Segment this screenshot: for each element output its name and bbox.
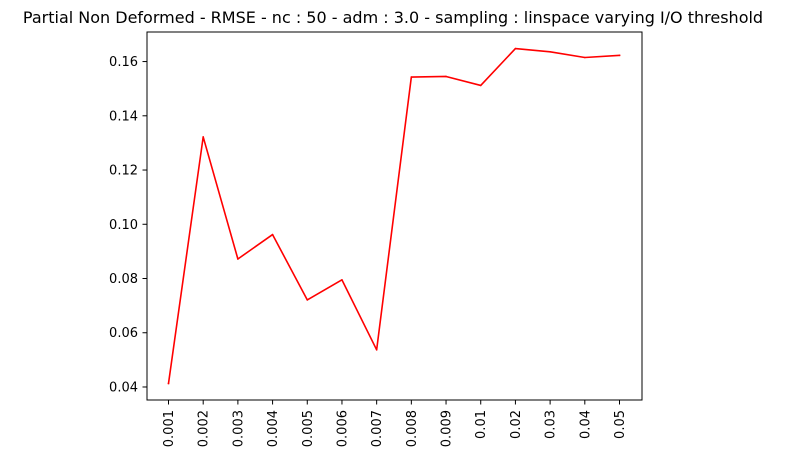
data-point [618, 54, 621, 57]
x-tick-label: 0.002 [197, 410, 212, 447]
x-tick-label: 0.005 [301, 410, 316, 447]
y-tick-label: 0.08 [109, 272, 138, 287]
x-tick-label: 0.001 [162, 410, 177, 447]
x-tick-label: 0.007 [370, 410, 385, 447]
y-tick-label: 0.12 [109, 164, 138, 179]
x-tick-label: 0.004 [266, 410, 281, 447]
x-tick-label: 0.003 [231, 410, 246, 447]
data-point [410, 76, 413, 78]
chart-title: Partial Non Deformed - RMSE - nc : 50 - … [23, 8, 763, 27]
data-point [271, 233, 274, 236]
data-point [514, 47, 517, 50]
data-point [445, 75, 447, 78]
y-tick-label: 0.06 [109, 326, 138, 341]
data-point [549, 50, 551, 53]
x-tick-label: 0.009 [440, 410, 455, 447]
y-tick-label: 0.10 [109, 218, 138, 233]
x-tick-label: 0.04 [578, 410, 593, 439]
series-line [167, 47, 621, 385]
x-axis: 0.001 0.002 0.003 0.004 0.005 0.006 0.007 0.008… [162, 400, 628, 447]
x-tick-label: 0.01 [474, 410, 489, 439]
plot-frame [146, 31, 643, 401]
data-point [202, 136, 204, 138]
data-point [375, 349, 378, 351]
y-tick-label: 0.04 [109, 380, 138, 395]
series-layer [167, 47, 621, 385]
data-point [479, 84, 482, 87]
data-point [341, 279, 343, 281]
y-axis: 0.04 0.06 0.08 0.10 0.12 0.14 0.16 [109, 55, 147, 395]
y-tick-label: 0.16 [109, 55, 138, 70]
data-point [306, 299, 309, 301]
x-tick-label: 0.006 [335, 410, 350, 447]
x-tick-label: 0.008 [405, 410, 420, 447]
x-tick-label: 0.05 [613, 410, 628, 439]
x-tick-label: 0.02 [509, 410, 524, 439]
y-tick-label: 0.14 [109, 109, 138, 124]
x-tick-label: 0.03 [544, 410, 559, 439]
data-point [584, 56, 586, 59]
data-point [237, 258, 239, 260]
data-point [167, 382, 170, 385]
